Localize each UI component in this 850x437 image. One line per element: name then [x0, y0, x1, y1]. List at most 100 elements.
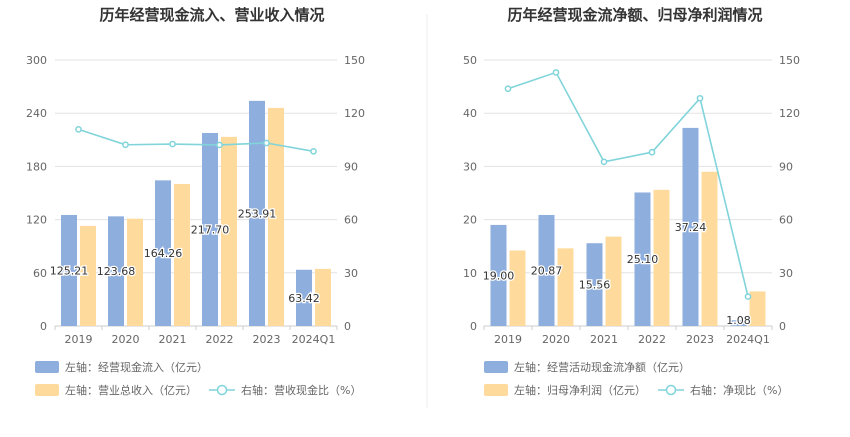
legend-label: 左轴：营业总收入（亿元）	[65, 383, 197, 397]
right-axis-tick: 30	[779, 267, 793, 280]
bar-series-2	[605, 236, 622, 326]
left-axis-tick: 50	[463, 54, 477, 67]
bar-series-1	[61, 214, 77, 326]
line-point	[263, 139, 270, 147]
line-point	[75, 125, 82, 133]
line-point	[310, 147, 317, 155]
bar-series-1	[586, 243, 603, 326]
bar-series-1	[730, 320, 747, 326]
right-axis-tick: 0	[779, 320, 786, 333]
line-point	[504, 85, 512, 93]
legend-swatch-line-point	[216, 384, 228, 396]
bar-series-1	[249, 100, 265, 326]
bar-data-label: 217.70	[191, 223, 230, 236]
left-axis-tick: 0	[40, 320, 47, 333]
bar-series-2	[127, 218, 143, 326]
bar-series-1	[490, 224, 507, 326]
legend-swatch-line-point	[665, 384, 677, 396]
right-axis-tick: 60	[344, 214, 358, 227]
chart-title: 历年经营现金流入、营业收入情况	[99, 6, 324, 24]
bar-series-2	[268, 107, 284, 326]
right-axis-tick: 150	[344, 54, 365, 67]
line-point	[600, 158, 608, 166]
line-point	[648, 148, 656, 156]
left-axis-tick: 180	[26, 160, 47, 173]
bar-series-2	[80, 225, 96, 326]
bar-series-2	[174, 183, 190, 326]
bar-series-1	[155, 180, 171, 326]
bar-series-1	[682, 127, 699, 326]
line-point	[216, 141, 223, 149]
bar-data-label: 15.56	[579, 279, 611, 292]
bar-series-2	[701, 171, 718, 326]
line-point	[744, 293, 752, 300]
bar-data-label: 123.68	[97, 265, 136, 278]
right-axis-tick: 90	[779, 160, 793, 173]
x-axis-label: 2019	[65, 333, 93, 346]
bar-series-2	[221, 136, 237, 326]
bar-data-label: 19.00	[483, 269, 515, 282]
legend-label: 右轴：营收现金比（%）	[241, 383, 361, 397]
bar-data-label: 1.08	[726, 314, 751, 327]
x-axis-label: 2019	[494, 333, 522, 346]
right-axis-tick: 90	[344, 160, 358, 173]
left-axis-tick: 30	[463, 160, 477, 173]
left-axis-tick: 20	[463, 214, 477, 227]
right-axis-tick: 120	[344, 107, 365, 120]
x-axis-label: 2022	[638, 333, 666, 346]
bar-series-1	[634, 192, 651, 326]
line-point	[552, 69, 560, 76]
bar-series-2	[653, 189, 670, 326]
left-axis-tick: 10	[463, 267, 477, 280]
x-axis-label: 2020	[112, 333, 140, 346]
left-axis-tick: 240	[26, 107, 47, 120]
right-axis-tick: 30	[344, 267, 358, 280]
x-axis-label: 2022	[206, 333, 234, 346]
left-axis-tick: 120	[26, 214, 47, 227]
bar-data-label: 63.42	[288, 292, 320, 305]
x-axis-label: 2023	[253, 333, 281, 346]
bar-series-2	[557, 248, 574, 326]
bar-data-label: 164.26	[144, 247, 183, 260]
bar-series-2	[749, 291, 766, 326]
left-axis-tick: 0	[470, 320, 477, 333]
x-axis-label: 2024Q1	[292, 333, 336, 346]
bar-series-2	[315, 268, 331, 326]
bar-series-1	[108, 216, 124, 326]
right-axis-tick: 60	[779, 214, 793, 227]
right-axis-tick: 120	[779, 107, 800, 120]
chart-panel-2: 历年经营现金流净额、归母净利润情况 0 10 20 30 40 50 0 30 60 90 120 15…	[463, 6, 800, 397]
x-axis-label: 2020	[542, 333, 570, 346]
x-axis-label: 2021	[159, 333, 187, 346]
bar-series-1	[538, 214, 555, 326]
legend-swatch-bar-1	[484, 361, 508, 373]
chart-title: 历年经营现金流净额、归母净利润情况	[507, 6, 762, 24]
legend-label: 左轴：经营现金流入（亿元）	[65, 360, 208, 374]
left-axis-tick: 300	[26, 54, 47, 67]
legend-swatch-bar-2	[35, 384, 59, 396]
legend-swatch-bar-1	[35, 361, 59, 373]
line-point	[696, 94, 704, 102]
legend-swatch-bar-2	[484, 384, 508, 396]
bar-data-label: 125.21	[50, 264, 89, 277]
x-axis-label: 2023	[686, 333, 714, 346]
bar-data-label: 253.91	[238, 207, 277, 220]
bar-series-1	[202, 132, 218, 326]
left-axis-tick: 40	[463, 107, 477, 120]
legend-label: 左轴：经营活动现金流净额（亿元）	[514, 360, 690, 374]
bar-data-label: 37.24	[675, 221, 707, 234]
left-axis-tick: 60	[33, 267, 47, 280]
x-axis-label: 2021	[590, 333, 618, 346]
bar-data-label: 20.87	[531, 264, 563, 277]
bar-series-1	[296, 269, 312, 326]
right-axis-tick: 0	[344, 320, 351, 333]
legend-label: 右轴：净现比（%）	[690, 383, 788, 397]
legend-label: 左轴：归母净利润（亿元）	[514, 383, 646, 397]
bar-series-2	[509, 250, 526, 326]
chart-panel-1: 历年经营现金流入、营业收入情况 0 60 120 180 240 300 0 30 60 90 120…	[26, 6, 365, 397]
bar-data-label: 25.10	[627, 253, 659, 266]
line-point	[122, 141, 129, 149]
line-point	[169, 140, 176, 148]
